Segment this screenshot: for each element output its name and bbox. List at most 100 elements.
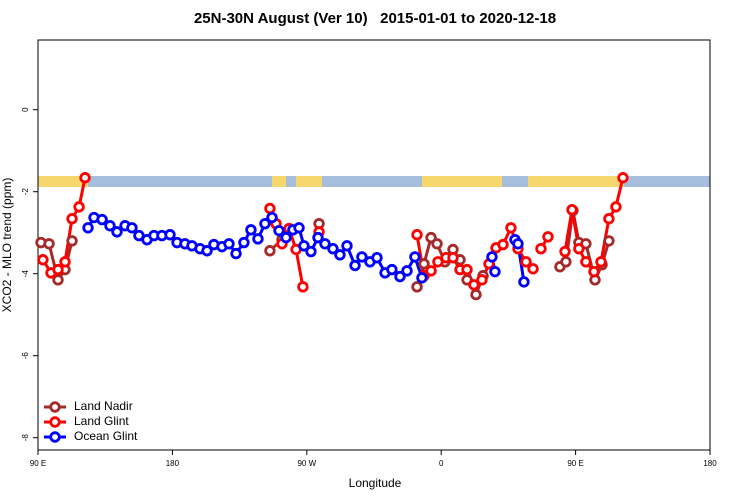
data-point — [164, 229, 176, 241]
y-tick-label: -2 — [21, 188, 30, 196]
data-point — [447, 252, 459, 264]
data-point — [431, 238, 443, 250]
data-point — [356, 251, 368, 263]
data-point — [489, 265, 501, 278]
data-point — [298, 240, 310, 252]
data-point — [201, 245, 213, 257]
data-point — [264, 245, 276, 257]
data-point — [37, 254, 49, 266]
data-point — [273, 224, 285, 237]
y-tick-label: -6 — [21, 352, 30, 360]
data-point — [411, 281, 423, 293]
legend-marker — [49, 431, 61, 443]
x-tick-label: 180 — [703, 459, 717, 468]
data-point — [73, 201, 85, 213]
data-point — [82, 222, 94, 234]
data-point — [409, 251, 421, 263]
data-point — [52, 274, 64, 286]
data-point — [468, 279, 480, 291]
land-strip — [528, 176, 624, 187]
data-point — [425, 265, 437, 277]
legend-marker — [49, 416, 61, 428]
y-tick-label: 0 — [21, 107, 30, 112]
data-point — [386, 263, 398, 276]
land-strip — [422, 176, 502, 187]
data-point — [341, 240, 353, 252]
data-point — [401, 265, 413, 277]
data-point — [603, 235, 615, 247]
data-point — [617, 172, 629, 184]
ocean-strip — [38, 176, 710, 187]
data-point — [580, 256, 592, 268]
data-point — [520, 256, 532, 268]
data-point — [461, 263, 473, 276]
data-point — [512, 238, 524, 250]
data-point — [394, 270, 406, 283]
legend-label: Land Glint — [74, 414, 129, 428]
data-point — [245, 224, 257, 236]
data-point — [505, 222, 517, 234]
y-tick-label: -8 — [21, 434, 30, 442]
data-point — [266, 211, 278, 224]
data-point — [371, 252, 383, 264]
data-point — [43, 238, 55, 250]
data-point — [259, 217, 271, 230]
legend-label: Land Nadir — [74, 399, 133, 413]
data-point — [560, 256, 572, 268]
data-point — [79, 172, 91, 184]
data-point — [104, 220, 116, 232]
x-tick-label: 0 — [439, 459, 444, 468]
data-point — [535, 242, 547, 255]
data-point — [126, 222, 138, 234]
data-point — [327, 242, 339, 255]
legend-label: Ocean Glint — [74, 429, 138, 443]
x-tick-label: 90 E — [30, 459, 46, 468]
data-point — [486, 251, 498, 263]
data-point — [297, 281, 309, 293]
chart-title: 25N-30N August (Ver 10) 2015-01-01 to 20… — [194, 10, 556, 27]
data-point — [603, 213, 615, 225]
data-point — [610, 201, 622, 213]
data-point — [312, 231, 324, 244]
data-point — [542, 231, 554, 243]
data-point — [349, 259, 361, 272]
data-point — [59, 256, 71, 268]
data-point — [418, 258, 430, 270]
data-point — [411, 229, 423, 241]
data-point — [559, 245, 571, 258]
x-tick-label: 180 — [166, 459, 180, 468]
data-point — [527, 263, 539, 275]
y-tick-label: -4 — [21, 270, 30, 278]
data-point — [223, 238, 235, 250]
data-point — [566, 204, 578, 216]
data-point — [52, 263, 64, 276]
data-point — [252, 233, 264, 245]
data-point — [293, 222, 305, 234]
land-ocean-band — [38, 176, 710, 187]
data-point — [476, 274, 488, 286]
data-point — [470, 288, 482, 301]
data-point — [238, 236, 250, 249]
data-point — [588, 265, 600, 278]
data-point — [573, 242, 585, 255]
data-point — [319, 238, 331, 250]
x-tick-label: 90 E — [567, 459, 583, 468]
x-axis-label: Longitude — [349, 476, 402, 490]
data-point — [230, 247, 242, 260]
land-strip — [272, 176, 286, 187]
data-point — [497, 238, 509, 251]
legend-marker — [49, 401, 61, 413]
data-point — [334, 249, 346, 261]
data-point — [264, 202, 276, 215]
data-point — [595, 256, 607, 268]
data-point — [111, 226, 123, 238]
land-strip — [296, 176, 322, 187]
x-tick-label: 90 W — [297, 459, 316, 468]
y-axis-label: XCO2 - MLO trend (ppm) — [0, 178, 14, 313]
data-point — [305, 245, 317, 258]
data-point — [518, 276, 530, 288]
data-point — [96, 213, 108, 226]
data-point — [66, 213, 78, 225]
data-point — [66, 235, 78, 247]
